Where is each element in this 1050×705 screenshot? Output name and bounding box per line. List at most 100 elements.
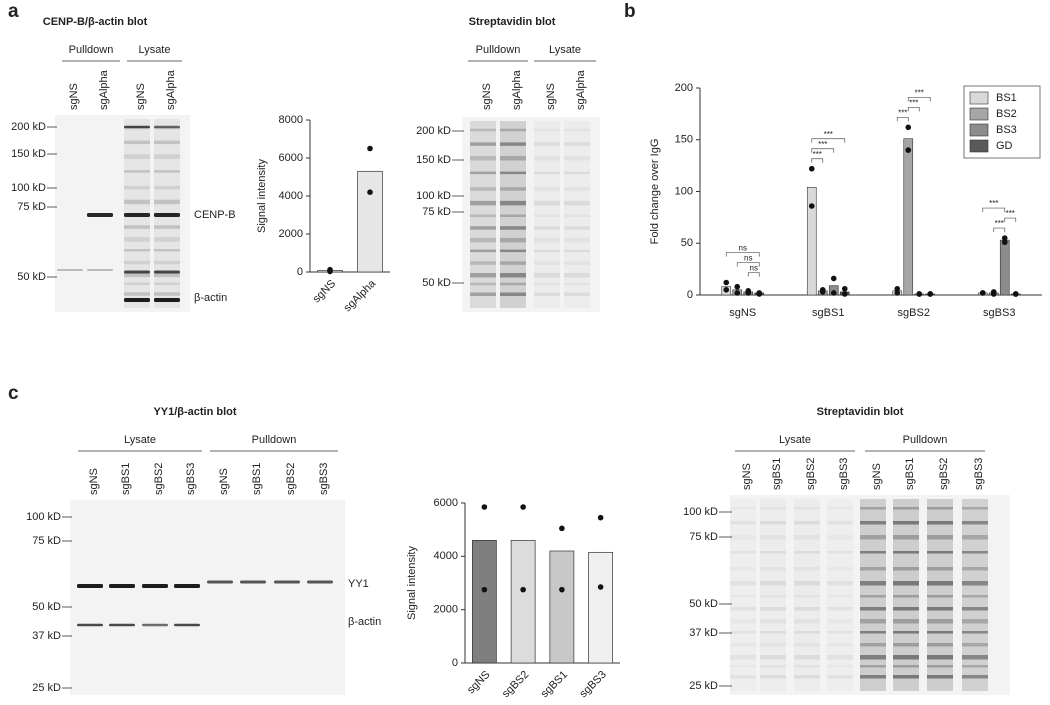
- blot-band: [893, 507, 919, 510]
- significance-label: ns: [750, 264, 758, 273]
- blot-band: [927, 551, 953, 554]
- blot-band: [760, 631, 786, 634]
- blot-band: [860, 675, 886, 679]
- blot-band: [534, 200, 560, 206]
- blot-band: [77, 584, 103, 588]
- significance-bracket: [907, 106, 920, 112]
- significance-bracket: [811, 138, 846, 143]
- blot-band: [730, 675, 756, 679]
- blot-band: [927, 643, 953, 647]
- lane-group-label: Lysate: [138, 44, 170, 56]
- blot-band: [500, 214, 526, 217]
- significance-label: ***: [915, 88, 924, 97]
- blot-band: [564, 142, 590, 146]
- blot-band: [927, 581, 953, 586]
- significance-label: ***: [909, 98, 918, 107]
- blot-band: [534, 171, 560, 175]
- mw-marker: 100 kD: [26, 511, 61, 523]
- lane-label: sgNS: [135, 83, 147, 110]
- blot-band: [927, 521, 953, 525]
- mw-marker: 37 kD: [32, 630, 61, 642]
- blot-band: [534, 128, 560, 132]
- blot-band: [500, 292, 526, 296]
- blot-band: [962, 675, 988, 679]
- blot-band: [534, 261, 560, 265]
- blot-band: [534, 282, 560, 286]
- mw-marker: 100 kD: [11, 182, 46, 194]
- blot-band: [893, 521, 919, 525]
- significance-label: ***: [995, 219, 1004, 228]
- data-point: [819, 289, 826, 295]
- lane-group-label: Pulldown: [903, 434, 948, 446]
- data-point: [894, 290, 901, 296]
- blot-band: [827, 581, 853, 586]
- blot-band: [500, 226, 526, 230]
- lane-label: sgNS: [88, 468, 100, 495]
- blot-band: [124, 185, 150, 190]
- significance-label: ns: [744, 254, 752, 263]
- data-point: [841, 285, 848, 292]
- blot-band: [240, 580, 266, 584]
- panel-letter: a: [8, 1, 19, 22]
- blot-band: [827, 595, 853, 598]
- x-tick-label: sgNS: [729, 307, 756, 319]
- blot-band: [794, 665, 820, 668]
- blot-band: [124, 213, 150, 217]
- blot-band: [927, 675, 953, 679]
- data-point: [367, 145, 373, 152]
- blot-band: [57, 269, 83, 271]
- blot-band: [534, 187, 560, 191]
- significance-bracket: [747, 272, 760, 277]
- blot-band: [124, 292, 150, 296]
- blot-band: [962, 581, 988, 586]
- lane-smear: [500, 121, 526, 308]
- blot-band: [154, 170, 180, 173]
- significance-label: ***: [989, 199, 998, 208]
- blot-band: [860, 535, 886, 540]
- blot-band: [827, 607, 853, 611]
- lane-label: sgBS2: [285, 463, 297, 495]
- data-point: [723, 279, 730, 286]
- y-tick-label: 4000: [434, 550, 458, 562]
- x-tick-label: sgBS1: [539, 669, 570, 700]
- blot-band: [470, 282, 496, 286]
- blot-band: [860, 567, 886, 571]
- blot-band: [927, 607, 953, 611]
- blot-band: [730, 507, 756, 510]
- blot-band: [730, 607, 756, 611]
- significance-bracket: [1004, 217, 1017, 223]
- blot-title: Streptavidin blot: [469, 16, 556, 28]
- lane-group-label: Pulldown: [69, 44, 114, 56]
- blot-band: [470, 292, 496, 296]
- band-label: β-actin: [194, 292, 227, 304]
- lane-group-label: Pulldown: [252, 434, 297, 446]
- lane-label: sgNS: [871, 463, 883, 490]
- y-tick-label: 8000: [279, 114, 303, 126]
- data-point: [520, 586, 526, 593]
- blot-band: [154, 125, 180, 129]
- blot-band: [730, 567, 756, 571]
- significance-label: ***: [1006, 209, 1015, 218]
- blot-band: [124, 140, 150, 145]
- blot-band: [124, 237, 150, 242]
- blot-band: [564, 282, 590, 286]
- data-point: [734, 283, 741, 290]
- data-point: [756, 291, 763, 297]
- blot-band: [730, 655, 756, 660]
- data-point: [808, 203, 815, 209]
- significance-bracket: [982, 207, 1006, 213]
- blot-band: [860, 643, 886, 647]
- blot-band: [142, 584, 168, 588]
- blot-band: [154, 282, 180, 285]
- data-point: [734, 290, 741, 296]
- data-point: [808, 165, 815, 172]
- blot-band: [534, 237, 560, 243]
- lane-label: sgBS3: [318, 463, 330, 495]
- blot-band: [564, 214, 590, 217]
- data-point: [745, 290, 752, 296]
- mw-marker: 37 kD: [689, 627, 718, 639]
- significance-label: ***: [818, 140, 827, 149]
- significance-bracket: [907, 96, 931, 102]
- lane-group-label: Lysate: [549, 44, 581, 56]
- blot-band: [564, 261, 590, 265]
